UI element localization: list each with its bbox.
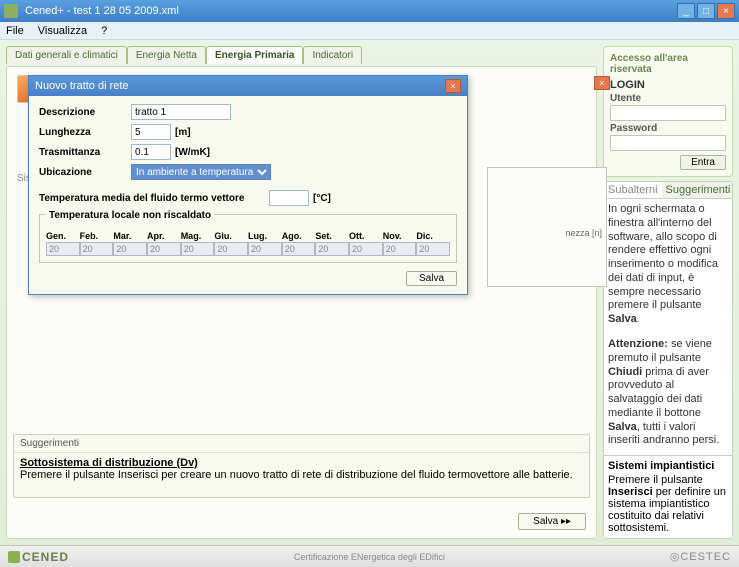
cestec-logo: ◎CESTEC — [670, 550, 731, 563]
month-dic[interactable] — [416, 242, 450, 256]
menu-help[interactable]: ? — [101, 25, 107, 37]
titlebar: Cened+ - test 1 28 05 2009.xml _ □ × — [0, 0, 739, 22]
login-box: Accesso all'area riservata LOGIN Utente … — [603, 46, 733, 177]
bottom-suggerimenti: Suggerimenti Sottosistema di distribuzio… — [13, 434, 590, 498]
utente-label: Utente — [610, 93, 726, 104]
trasmittanza-label: Trasmittanza — [39, 147, 131, 158]
month-lug[interactable] — [248, 242, 282, 256]
ubicazione-label: Ubicazione — [39, 167, 131, 178]
tab-suggerimenti[interactable]: Suggerimenti — [662, 182, 733, 198]
month-giu[interactable] — [214, 242, 248, 256]
minimize-button[interactable]: _ — [677, 3, 695, 19]
suggerimenti-panel: Subalterni Suggerimenti In ogni schermat… — [603, 181, 733, 539]
footer-logo-icon — [8, 551, 20, 563]
password-input[interactable] — [610, 135, 726, 151]
descrizione-input[interactable] — [131, 104, 231, 120]
window-title: Cened+ - test 1 28 05 2009.xml — [21, 5, 677, 17]
sugg-sistemi: Sistemi impiantistici Premere il pulsant… — [604, 455, 732, 538]
modal-salva-button[interactable]: Salva — [406, 271, 457, 286]
right-sidebar: Accesso all'area riservata LOGIN Utente … — [603, 46, 733, 539]
trasmittanza-unit: [W/mK] — [175, 147, 210, 158]
lunghezza-input[interactable] — [131, 124, 171, 140]
month-ott[interactable] — [349, 242, 383, 256]
temp-media-input[interactable] — [269, 190, 309, 206]
background-panel: nezza [n] — [487, 167, 607, 287]
tab-energia-primaria[interactable]: Energia Primaria — [206, 46, 303, 64]
month-feb[interactable] — [80, 242, 114, 256]
tab-subalterni[interactable]: Subalterni — [604, 182, 662, 198]
salva-main-button[interactable]: Salva ▸▸ — [518, 513, 586, 530]
tab-dati-generali[interactable]: Dati generali e climatici — [6, 46, 127, 64]
bottom-sugg-header: Suggerimenti — [14, 435, 589, 453]
menubar: File Visualizza ? — [0, 22, 739, 40]
footer-mid: Certificazione ENergetica degli EDifici — [294, 552, 445, 562]
utente-input[interactable] — [610, 105, 726, 121]
temp-media-unit: [°C] — [313, 193, 331, 204]
main-tabs: Dati generali e climatici Energia Netta … — [6, 46, 597, 64]
modal-nuovo-tratto: Nuovo tratto di rete × Descrizione Lungh… — [28, 75, 468, 295]
login-header: Accesso all'area riservata — [610, 53, 726, 75]
month-gen[interactable] — [46, 242, 80, 256]
footer: CENED Certificazione ENergetica degli ED… — [0, 545, 739, 567]
tab-indicatori[interactable]: Indicatori — [303, 46, 362, 64]
modal-close-button[interactable]: × — [445, 79, 461, 93]
bottom-sugg-title: Sottosistema di distribuzione (Dv) — [20, 457, 583, 469]
app-icon — [4, 4, 18, 18]
temp-locale-fieldset: Temperatura locale non riscaldato Gen. F… — [39, 214, 457, 263]
month-apr[interactable] — [147, 242, 181, 256]
trasmittanza-input[interactable] — [131, 144, 171, 160]
lunghezza-unit: [m] — [175, 127, 191, 138]
ubicazione-select[interactable]: In ambiente a temperatura controllata — [131, 164, 271, 180]
month-set[interactable] — [315, 242, 349, 256]
month-ago[interactable] — [282, 242, 316, 256]
password-label: Password — [610, 123, 726, 134]
bottom-sugg-body: Sottosistema di distribuzione (Dv) Preme… — [14, 453, 589, 497]
cened-logo: CENED — [22, 550, 69, 564]
ghost-label: nezza [n] — [488, 168, 606, 238]
close-button[interactable]: × — [717, 3, 735, 19]
entra-button[interactable]: Entra — [680, 155, 726, 170]
month-mar[interactable] — [113, 242, 147, 256]
month-nov[interactable] — [383, 242, 417, 256]
sugg2-title: Sistemi impiantistici — [608, 460, 728, 472]
bottom-sugg-text: Premere il pulsante Inserisci per creare… — [20, 469, 583, 481]
lunghezza-label: Lunghezza — [39, 127, 131, 138]
modal-title: Nuovo tratto di rete — [35, 80, 129, 92]
login-title: LOGIN — [610, 79, 726, 91]
fieldset-legend: Temperatura locale non riscaldato — [46, 210, 214, 221]
months-row: Gen. Feb. Mar. Apr. Mag. Giu. Lug. Ago. … — [46, 231, 450, 256]
menu-file[interactable]: File — [6, 25, 24, 37]
background-dialog-close[interactable]: × — [594, 76, 610, 90]
temp-media-label: Temperatura media del fluido termo vetto… — [39, 193, 269, 204]
menu-visualizza[interactable]: Visualizza — [38, 25, 87, 37]
month-mag[interactable] — [181, 242, 215, 256]
descrizione-label: Descrizione — [39, 107, 131, 118]
maximize-button[interactable]: □ — [697, 3, 715, 19]
tab-energia-netta[interactable]: Energia Netta — [127, 46, 206, 64]
sugg-text[interactable]: In ogni schermata o finestra all'interno… — [604, 199, 732, 455]
